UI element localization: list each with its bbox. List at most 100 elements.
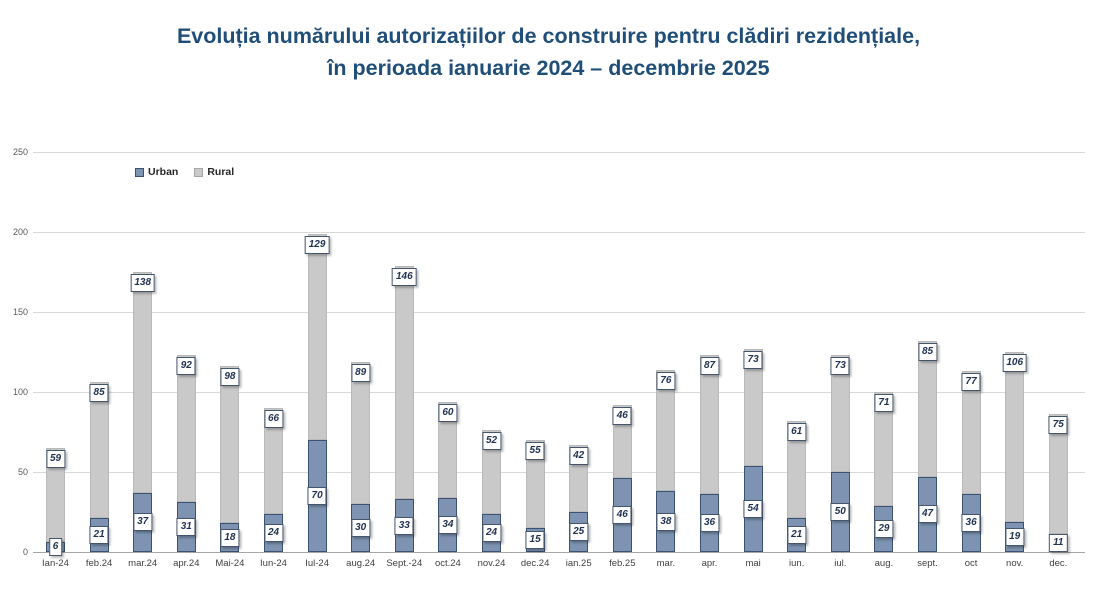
x-axis-category-label: iun. bbox=[789, 558, 805, 569]
x-axis-category-label: oct bbox=[964, 558, 978, 569]
rural-value-label: 85 bbox=[89, 384, 109, 403]
x-axis-category-label: dec.24 bbox=[520, 558, 550, 569]
chart-title-line1: Evoluția numărului autorizațiilor de con… bbox=[176, 24, 921, 48]
rural-value-label: 61 bbox=[787, 422, 807, 441]
rural-bar-segment bbox=[1005, 352, 1025, 522]
rural-bar-segment bbox=[961, 371, 981, 495]
legend-label: Rural bbox=[207, 166, 235, 178]
rural-bar-segment bbox=[351, 361, 371, 504]
rural-bar-segment bbox=[743, 348, 763, 466]
rural-bar-segment bbox=[133, 272, 153, 493]
x-axis-category-label: nov. bbox=[1006, 558, 1024, 569]
rural-bar-segment bbox=[482, 430, 501, 514]
rural-value-label: 42 bbox=[569, 446, 589, 465]
chart-title: Evoluția numărului autorizațiilor de con… bbox=[0, 20, 1097, 84]
rural-value-label: 146 bbox=[391, 267, 417, 286]
urban-value-label: 36 bbox=[961, 514, 981, 533]
x-axis-line bbox=[33, 552, 1085, 553]
gridline bbox=[33, 392, 1085, 393]
legend-item-rural: Rural bbox=[194, 166, 234, 178]
y-axis-tick-label: 150 bbox=[12, 307, 28, 317]
gridline bbox=[33, 232, 1085, 233]
x-axis-category-label: Iul-24 bbox=[305, 558, 329, 569]
rural-value-label: 59 bbox=[45, 450, 66, 468]
urban-value-label: 24 bbox=[263, 523, 284, 542]
urban-value-label: 15 bbox=[525, 531, 545, 549]
rural-value-label: 73 bbox=[743, 350, 763, 369]
rural-value-label: 71 bbox=[874, 394, 894, 412]
gridline bbox=[33, 152, 1085, 153]
x-axis-category-label: aug. bbox=[874, 558, 894, 569]
chart-legend: Urban Rural bbox=[135, 166, 234, 178]
x-axis-category-label: oct.24 bbox=[434, 558, 461, 569]
rural-bar-segment bbox=[307, 233, 327, 440]
urban-value-label: 33 bbox=[394, 516, 414, 535]
x-axis-category-label: apr.24 bbox=[173, 558, 200, 569]
x-axis-category-label: sept. bbox=[917, 558, 938, 569]
x-axis-category-label: Sept.-24 bbox=[386, 558, 423, 569]
legend-swatch-icon bbox=[135, 167, 144, 177]
x-axis-category-label: Ian-24 bbox=[42, 558, 69, 569]
urban-value-label: 6 bbox=[48, 538, 63, 557]
rural-bar-segment bbox=[1048, 414, 1068, 535]
rural-bar-segment bbox=[89, 382, 109, 519]
chart-title-line2: în perioada ianuarie 2024 – decembrie 20… bbox=[327, 56, 770, 80]
rural-bar-segment bbox=[700, 355, 719, 495]
urban-value-label: 29 bbox=[874, 519, 894, 538]
urban-value-label: 36 bbox=[699, 514, 720, 533]
y-axis-tick-label: 100 bbox=[12, 387, 28, 397]
rural-value-label: 138 bbox=[130, 274, 156, 292]
urban-value-label: 25 bbox=[569, 523, 589, 541]
rural-bar-segment bbox=[220, 366, 240, 524]
rural-value-label: 106 bbox=[1002, 354, 1028, 372]
rural-value-label: 89 bbox=[351, 363, 371, 382]
rural-bar-segment bbox=[656, 369, 676, 492]
rural-bar-segment bbox=[525, 440, 545, 528]
legend-item-urban: Urban bbox=[135, 166, 178, 178]
urban-value-label: 30 bbox=[351, 519, 371, 537]
x-axis-category-label: feb.24 bbox=[85, 558, 113, 569]
x-axis-category-label: iul. bbox=[834, 558, 847, 569]
urban-value-label: 11 bbox=[1049, 534, 1068, 553]
urban-value-label: 24 bbox=[481, 523, 502, 542]
x-axis-category-label: mar. bbox=[656, 558, 676, 569]
rural-bar-segment bbox=[176, 355, 196, 503]
urban-value-label: 31 bbox=[176, 518, 196, 537]
rural-value-label: 75 bbox=[1048, 416, 1068, 435]
urban-value-label: 70 bbox=[307, 487, 327, 505]
rural-bar-segment bbox=[830, 355, 850, 472]
gridline bbox=[33, 472, 1085, 473]
x-axis-category-label: apr. bbox=[701, 558, 718, 569]
rural-value-label: 129 bbox=[304, 235, 330, 254]
y-axis-tick-label: 0 bbox=[22, 547, 28, 557]
urban-value-label: 47 bbox=[917, 505, 938, 524]
rural-bar-segment bbox=[874, 392, 894, 506]
x-axis-category-label: feb.25 bbox=[609, 558, 636, 569]
rural-value-label: 77 bbox=[961, 373, 981, 392]
x-axis-category-label: dec. bbox=[1049, 558, 1068, 569]
rural-value-label: 52 bbox=[481, 432, 502, 451]
x-axis-category-label: mar.24 bbox=[128, 558, 158, 569]
rural-bar-segment bbox=[438, 401, 458, 498]
x-axis-category-label: nov.24 bbox=[477, 558, 506, 569]
urban-value-label: 21 bbox=[787, 526, 807, 545]
urban-value-label: 46 bbox=[612, 506, 632, 525]
rural-value-label: 60 bbox=[438, 403, 458, 422]
rural-bar-segment bbox=[787, 420, 807, 519]
gridline bbox=[33, 312, 1085, 313]
legend-swatch-icon bbox=[194, 167, 204, 177]
y-axis-tick-label: 50 bbox=[17, 467, 28, 477]
urban-value-label: 19 bbox=[1005, 527, 1025, 546]
rural-value-label: 73 bbox=[830, 357, 850, 376]
rural-bar-segment bbox=[918, 340, 937, 477]
rural-value-label: 66 bbox=[263, 410, 284, 428]
rural-value-label: 55 bbox=[525, 442, 545, 460]
y-axis-tick-label: 200 bbox=[12, 227, 28, 237]
rural-value-label: 87 bbox=[699, 357, 720, 376]
urban-value-label: 50 bbox=[830, 503, 850, 521]
x-axis-category-label: Mai-24 bbox=[215, 558, 245, 569]
urban-value-label: 34 bbox=[438, 515, 458, 534]
rural-bar-segment bbox=[394, 265, 414, 500]
